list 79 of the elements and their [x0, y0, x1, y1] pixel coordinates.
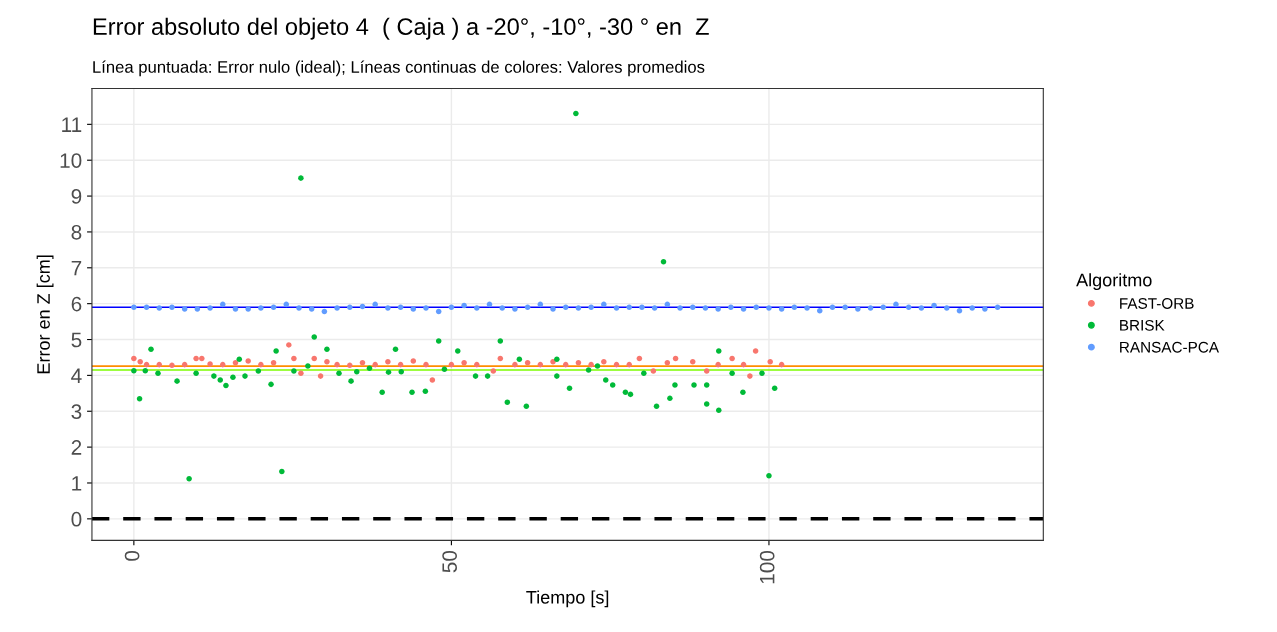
y-tick-label: 9 [71, 189, 82, 204]
point [317, 373, 324, 379]
point [715, 361, 721, 368]
point [672, 355, 679, 362]
x-axis-title: Tiempo [s] [526, 590, 609, 608]
y-tick-label: 4 [71, 368, 82, 383]
point [423, 361, 429, 368]
point [575, 360, 582, 366]
y-tick-label: 5 [71, 332, 82, 348]
point [497, 355, 504, 362]
point [537, 361, 544, 368]
point [347, 362, 353, 369]
point [729, 355, 735, 362]
point [474, 361, 480, 368]
point [747, 373, 753, 379]
point [143, 361, 150, 368]
point [703, 368, 710, 374]
point [193, 355, 199, 362]
point [636, 355, 643, 362]
point [429, 377, 436, 383]
chart-title: Error absoluto del objeto 4 ( Caja ) a -20°, -10°, -30 ° en Z [93, 17, 709, 40]
point [588, 361, 594, 368]
y-tick-label: 6 [71, 296, 82, 312]
legend-label: RANSAC-PCA [1120, 341, 1219, 353]
point [334, 361, 340, 368]
point [137, 358, 143, 365]
point [689, 358, 696, 365]
point [270, 360, 277, 366]
y-axis-title: Error en Z [cm] [36, 255, 54, 374]
point [169, 362, 175, 369]
x-tick-label: 100 [759, 550, 775, 584]
point [613, 361, 620, 368]
y-tick-label: 10 [60, 153, 82, 168]
legend-label: BRISK [1120, 319, 1165, 331]
y-tick-label: 1 [72, 476, 82, 491]
point [562, 361, 569, 368]
point [245, 358, 251, 364]
point [359, 360, 366, 366]
y-tick-label: 0 [71, 511, 82, 527]
y-tick-label: 7 [71, 261, 82, 276]
x-tick-label: 0 [124, 550, 140, 561]
point [626, 361, 633, 368]
point [207, 361, 213, 367]
point [650, 368, 657, 374]
point [156, 361, 163, 368]
point [740, 361, 747, 368]
point [601, 358, 607, 365]
point [524, 360, 531, 366]
legend-label: FAST-ORB [1120, 298, 1194, 309]
point [448, 361, 455, 368]
x-tick-label: 50 [442, 550, 457, 573]
point [199, 355, 205, 362]
y-tick-label: 2 [71, 440, 82, 455]
point [410, 358, 417, 364]
legend-title: Algoritmo [1076, 273, 1152, 291]
point [372, 361, 378, 368]
point [258, 361, 264, 368]
point [291, 355, 297, 362]
point [298, 370, 304, 377]
point [461, 360, 467, 366]
point [397, 361, 404, 368]
point [324, 358, 330, 365]
point [232, 360, 239, 366]
y-tick-label: 3 [71, 404, 82, 420]
point [512, 361, 518, 368]
point [181, 361, 188, 368]
point [311, 355, 317, 362]
chart-subtitle: Línea puntuada: Error nulo (ideal); Líneas continuas de colores: Valores promedios [93, 60, 705, 77]
y-tick-label: 11 [62, 117, 82, 132]
point [131, 355, 137, 362]
point [385, 358, 391, 365]
point [778, 361, 785, 368]
point [219, 361, 226, 368]
point [286, 342, 292, 348]
y-tick-label: 8 [71, 224, 82, 240]
point [490, 368, 497, 374]
point [664, 360, 671, 366]
point [752, 348, 759, 354]
point [767, 358, 773, 365]
